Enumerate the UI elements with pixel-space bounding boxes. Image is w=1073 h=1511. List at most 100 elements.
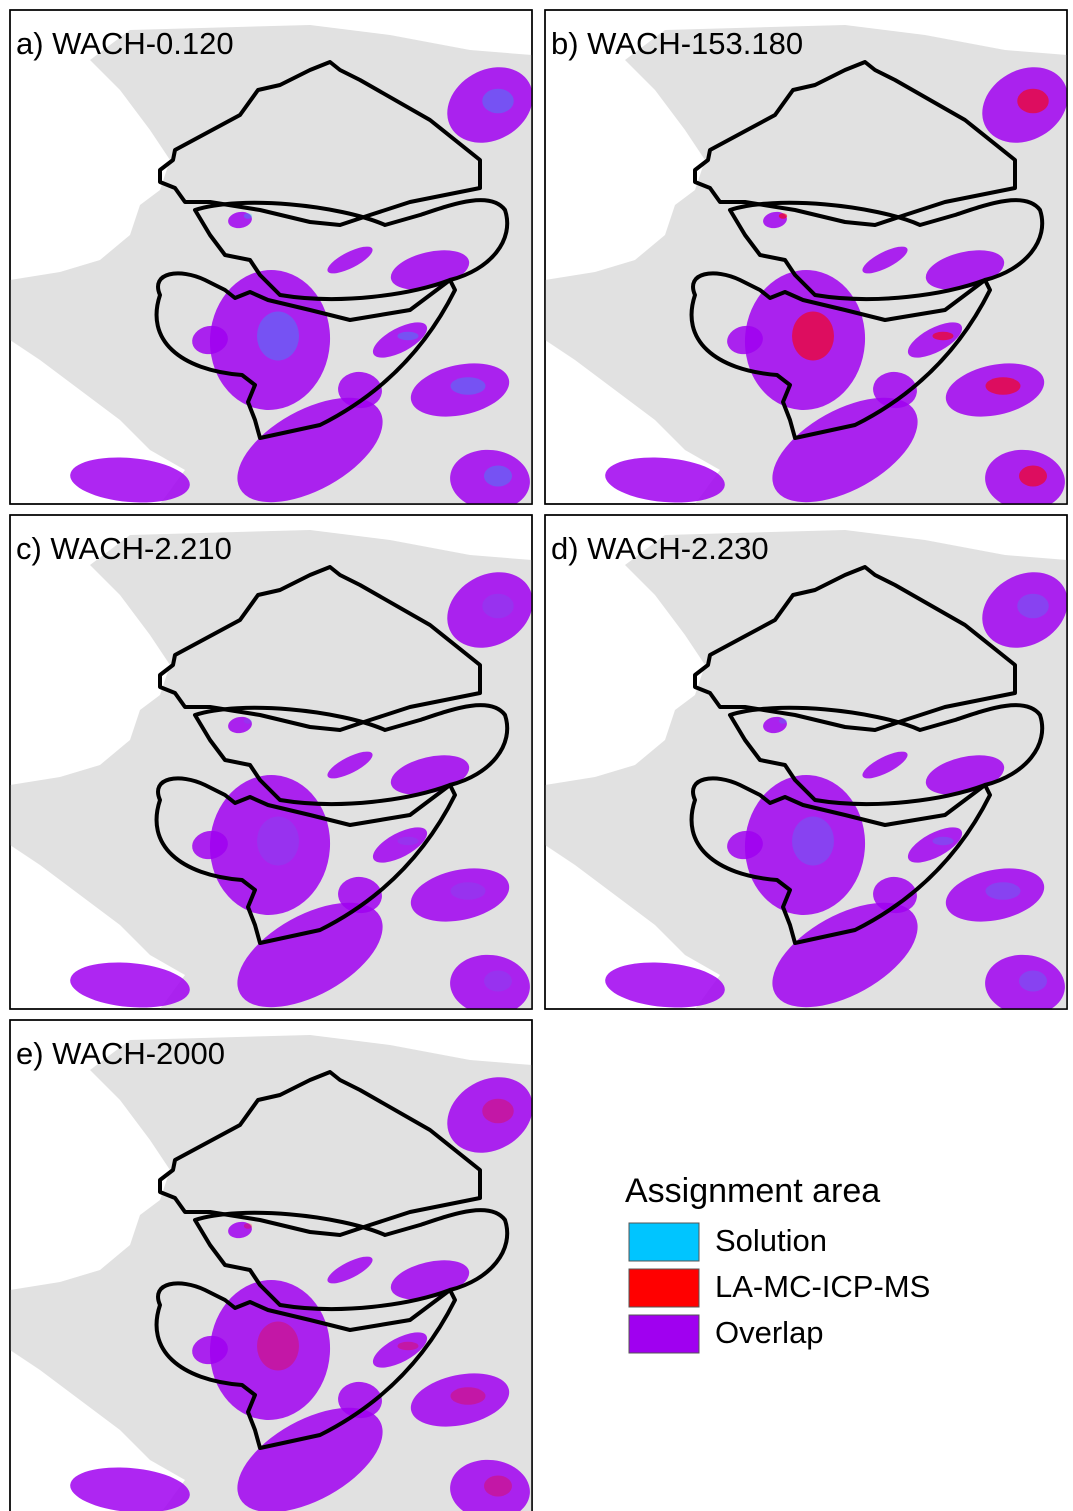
- map: [10, 25, 532, 504]
- land: [10, 25, 532, 504]
- map-panel: b) WACH-153.180: [544, 9, 1068, 505]
- overlap-area: [772, 397, 918, 503]
- land: [10, 530, 532, 1009]
- overlap-area: [763, 716, 787, 734]
- land: [545, 25, 1067, 504]
- overlap-area: [70, 457, 190, 503]
- legend-label: Overlap: [715, 1315, 824, 1350]
- region-outline: [158, 1070, 482, 1237]
- method-area: [243, 213, 253, 219]
- panel-border: [9, 9, 533, 505]
- region-outline: [154, 776, 457, 945]
- overlap-area: [727, 325, 763, 355]
- method-area: [985, 882, 1021, 900]
- legend: Assignment area Solution LA-MC-ICP-MS Over…: [625, 1172, 930, 1354]
- overlap-area: [727, 830, 763, 860]
- overlap-area: [338, 1381, 382, 1419]
- panel-title: b) WACH-153.180: [551, 26, 803, 61]
- method-area: [397, 836, 419, 846]
- overlap-area: [192, 1335, 228, 1365]
- map: [10, 1035, 532, 1511]
- overlap-area: [327, 1256, 373, 1284]
- overlap-area: [410, 868, 510, 922]
- region-outline: [158, 565, 482, 732]
- overlap-area: [605, 457, 725, 503]
- overlap-area: [372, 322, 428, 358]
- overlap-area: [450, 954, 530, 1009]
- overlap-area: [410, 1373, 510, 1427]
- method-area: [932, 331, 954, 341]
- overlap-area: [237, 397, 383, 503]
- method-area: [484, 970, 512, 992]
- method-area: [243, 718, 253, 724]
- overlap-area: [873, 876, 917, 914]
- overlap-area: [873, 371, 917, 409]
- method-area: [1019, 970, 1047, 992]
- overlap-area: [228, 211, 252, 229]
- region-outline: [689, 776, 992, 945]
- method-area: [1019, 465, 1047, 487]
- method-area: [450, 377, 486, 395]
- method-area: [932, 836, 954, 846]
- overlap-area: [338, 876, 382, 914]
- map-panel: a) WACH-0.120: [9, 9, 533, 505]
- overlap-area: [338, 371, 382, 409]
- overlap-area: [70, 1467, 190, 1511]
- legend-label: Solution: [715, 1223, 827, 1258]
- panel-border: [544, 514, 1068, 1010]
- overlap-area: [327, 246, 373, 274]
- overlap-area: [982, 572, 1067, 648]
- method-area: [257, 1321, 299, 1371]
- overlap-area: [862, 751, 908, 779]
- method-area: [257, 311, 299, 361]
- region-outline: [154, 1281, 457, 1450]
- method-area: [257, 816, 299, 866]
- legend-swatch: [628, 1222, 700, 1262]
- region-outline: [728, 198, 1045, 302]
- panel-title: a) WACH-0.120: [16, 26, 234, 61]
- method-area: [1017, 593, 1049, 619]
- legend-swatch: [628, 1314, 700, 1354]
- method-area: [397, 1341, 419, 1351]
- method-area: [484, 465, 512, 487]
- overlap-area: [410, 363, 510, 417]
- overlap-area: [945, 868, 1045, 922]
- method-area: [450, 1387, 486, 1405]
- region-outline: [193, 1208, 510, 1312]
- overlap-area: [447, 67, 532, 143]
- overlap-area: [447, 572, 532, 648]
- method-area: [482, 593, 514, 619]
- panel-title: d) WACH-2.230: [551, 531, 769, 566]
- region-outline: [154, 271, 457, 440]
- overlap-area: [907, 827, 963, 863]
- overlap-area: [192, 830, 228, 860]
- method-area: [792, 311, 834, 361]
- land: [10, 1035, 532, 1511]
- legend-label: LA-MC-ICP-MS: [715, 1269, 930, 1304]
- panel-title: c) WACH-2.210: [16, 531, 232, 566]
- overlap-area: [862, 246, 908, 274]
- region-outline: [158, 60, 482, 227]
- method-area: [243, 1223, 253, 1229]
- region-outline: [693, 565, 1017, 732]
- method-area: [1017, 88, 1049, 114]
- overlap-area: [447, 1077, 532, 1153]
- legend-title: Assignment area: [625, 1172, 880, 1210]
- legend-swatch: [628, 1268, 700, 1308]
- overlap-area: [70, 962, 190, 1008]
- region-outline: [693, 60, 1017, 227]
- region-outline: [728, 703, 1045, 807]
- map-panel: d) WACH-2.230: [544, 514, 1068, 1010]
- overlap-area: [450, 1459, 530, 1511]
- overlap-area: [192, 325, 228, 355]
- method-area: [397, 331, 419, 341]
- panel-border: [544, 9, 1068, 505]
- region-outline: [193, 198, 510, 302]
- region-outline: [689, 271, 992, 440]
- map: [545, 530, 1067, 1009]
- overlap-area: [228, 1221, 252, 1239]
- panel-border: [9, 514, 533, 1010]
- method-area: [792, 816, 834, 866]
- overlap-area: [327, 751, 373, 779]
